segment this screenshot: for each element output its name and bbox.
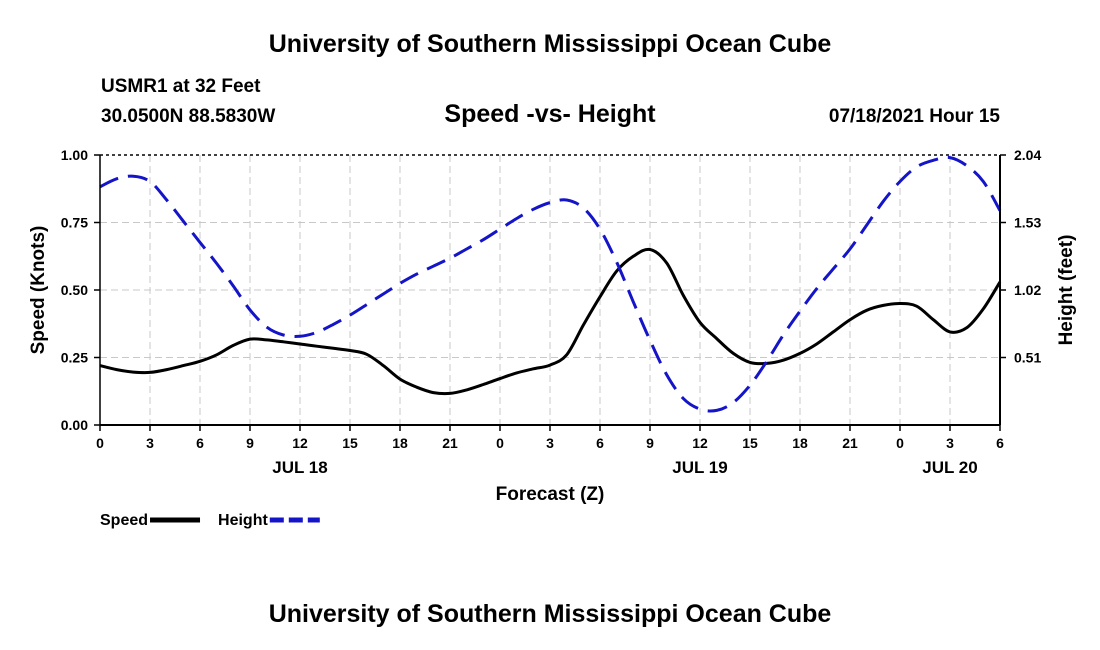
x-tick-label: 18 <box>792 435 808 451</box>
x-tick-label: 3 <box>546 435 554 451</box>
y-tick-label-right: 1.02 <box>1014 282 1041 298</box>
x-tick-label: 9 <box>646 435 654 451</box>
forecast-datetime: 07/18/2021 Hour 15 <box>828 106 1000 127</box>
x-date-label: JUL 19 <box>672 458 727 477</box>
x-date-label: JUL 18 <box>272 458 327 477</box>
y-tick-label-left: 0.50 <box>61 282 88 298</box>
y-axis-title-left: Speed (Knots) <box>28 226 49 355</box>
x-tick-label: 18 <box>392 435 408 451</box>
x-tick-label: 3 <box>946 435 954 451</box>
y-axis-title-right: Height (feet) <box>1056 235 1077 346</box>
x-tick-label: 12 <box>292 435 308 451</box>
y-tick-label-left: 0.75 <box>61 215 88 231</box>
axes <box>94 154 1006 431</box>
legend-label-speed: Speed <box>100 512 148 529</box>
x-tick-label: 21 <box>842 435 858 451</box>
y-tick-label-right: 1.53 <box>1014 215 1041 231</box>
series-line-height <box>99 155 1002 413</box>
x-tick-label: 6 <box>996 435 1004 451</box>
station-label: USMR1 at 32 Feet <box>101 76 261 97</box>
x-tick-label: 15 <box>342 435 358 451</box>
x-tick-label: 3 <box>146 435 154 451</box>
x-tick-label: 6 <box>596 435 604 451</box>
x-tick-label: 21 <box>442 435 458 451</box>
plot-title: Speed -vs- Height <box>444 100 656 128</box>
x-tick-label: 9 <box>246 435 254 451</box>
footer-title: University of Southern Mississippi Ocean… <box>268 600 832 628</box>
x-tick-label: 0 <box>896 435 904 451</box>
legend-label-height: Height <box>218 512 268 529</box>
x-tick-label: 6 <box>196 435 204 451</box>
legend: Speed Height <box>100 512 320 529</box>
station-coords: 30.0500N 88.5830W <box>101 106 276 127</box>
axis-labels: 0 3 6 9 12 15 18 21 0 3 6 9 12 15 18 21 0 3 6 JUL 18 JUL 19 J… <box>28 147 1077 505</box>
grid <box>100 155 1000 425</box>
y-tick-label-left: 1.00 <box>61 147 88 163</box>
y-tick-label-left: 0.25 <box>61 350 88 366</box>
x-date-label: JUL 20 <box>922 458 977 477</box>
x-tick-label: 15 <box>742 435 758 451</box>
x-axis-title: Forecast (Z) <box>496 484 605 505</box>
series-line-speed <box>99 247 1002 396</box>
y-tick-label-left: 0.00 <box>61 417 88 433</box>
y-tick-label-right: 0.51 <box>1014 350 1041 366</box>
x-tick-label: 0 <box>496 435 504 451</box>
series-layer <box>99 155 1002 413</box>
page-title: University of Southern Mississippi Ocean… <box>268 30 832 58</box>
x-tick-label: 12 <box>692 435 708 451</box>
y-tick-label-right: 2.04 <box>1014 147 1041 163</box>
x-tick-label: 0 <box>96 435 104 451</box>
